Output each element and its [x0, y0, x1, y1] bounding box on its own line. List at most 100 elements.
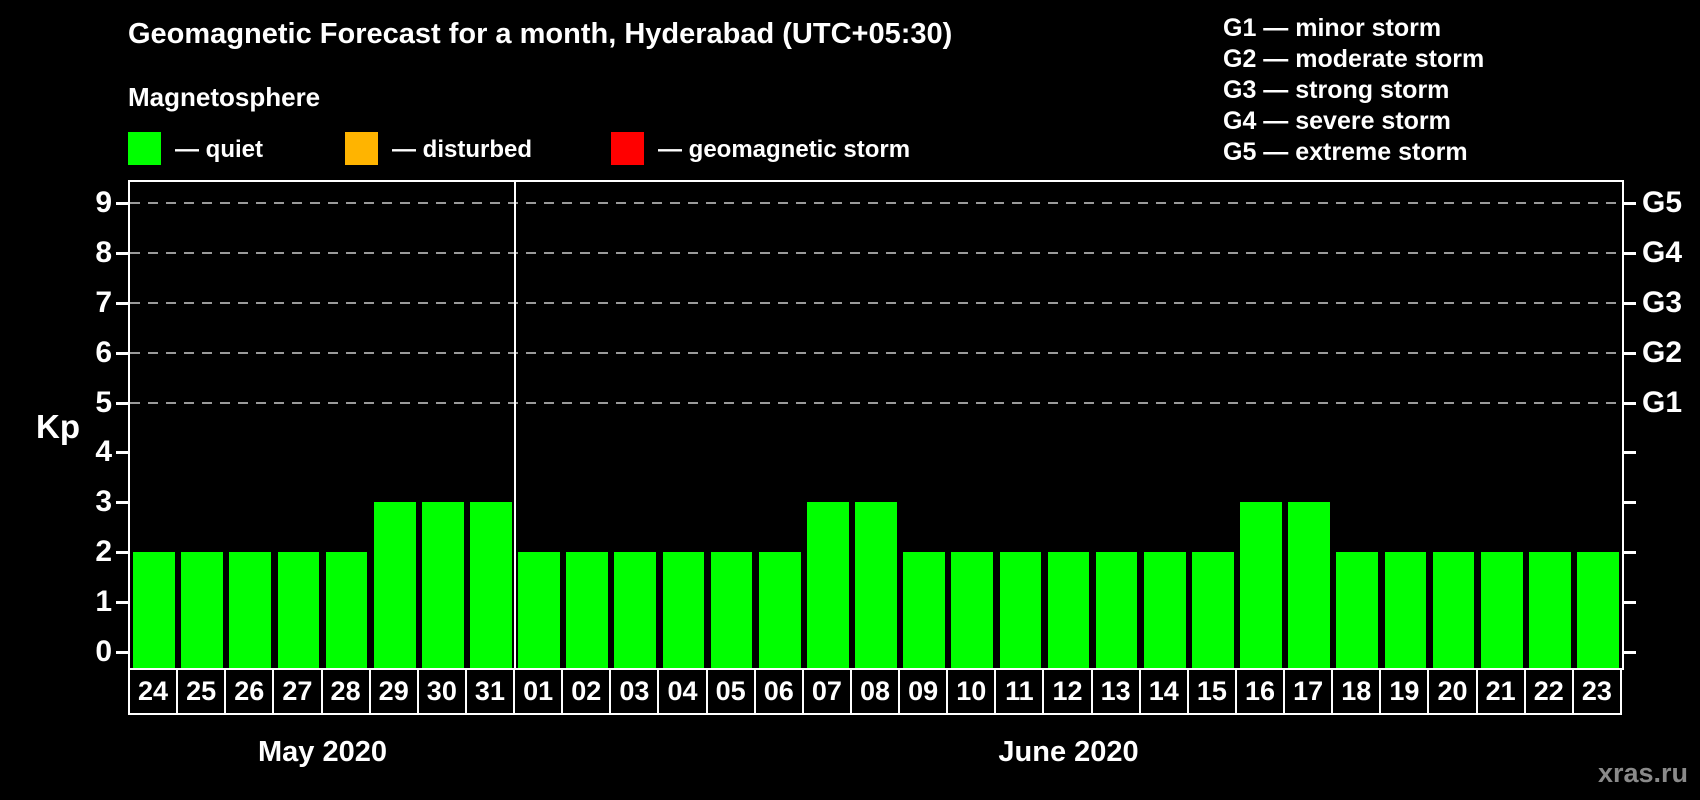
date-label-30: 30	[416, 668, 467, 715]
date-label-11: 11	[994, 668, 1045, 715]
storm-legend-item-g3: G3 — strong storm	[1223, 76, 1450, 104]
gridline-kp5	[130, 401, 1622, 404]
right-axis-label-g5: G5	[1642, 185, 1683, 219]
y-axis-label-8: 8	[95, 235, 112, 269]
right-axis-label-g3: G3	[1642, 285, 1683, 319]
left-tick-kp5	[116, 401, 128, 405]
right-tick-kp9	[1624, 201, 1636, 205]
kp-bar-june-08	[855, 502, 897, 668]
storm-legend-item-g2: G2 — moderate storm	[1223, 45, 1485, 73]
date-label-13: 13	[1090, 668, 1141, 715]
gridline-kp6	[130, 351, 1622, 354]
kp-bar-june-10	[951, 552, 994, 668]
date-label-19: 19	[1379, 668, 1430, 715]
right-axis-label-g1: G1	[1642, 385, 1683, 419]
date-label-06: 06	[753, 668, 804, 715]
kp-bar-june-06	[758, 552, 801, 668]
y-axis-label-1: 1	[95, 585, 112, 619]
date-label-29: 29	[368, 668, 419, 715]
kp-bar-june-18	[1336, 552, 1379, 668]
left-tick-kp8	[116, 251, 128, 255]
kp-bar-june-17	[1288, 502, 1330, 668]
kp-bar-may-26	[229, 552, 272, 668]
kp-bar-june-13	[1095, 552, 1138, 668]
date-label-12: 12	[1042, 668, 1093, 715]
y-axis-label-7: 7	[95, 285, 112, 319]
kp-bar-june-23	[1577, 552, 1619, 668]
storm-legend-item-g1: G1 — minor storm	[1223, 14, 1442, 42]
date-label-23: 23	[1571, 668, 1622, 715]
month-separator	[514, 182, 517, 668]
kp-bar-may-29	[373, 502, 416, 668]
disturbed-swatch	[345, 132, 378, 165]
watermark: xras.ru	[1597, 758, 1688, 788]
y-axis-title-kp: Kp	[36, 408, 80, 445]
right-tick-kp0	[1624, 651, 1636, 654]
kp-bar-june-19	[1384, 552, 1427, 668]
date-label-03: 03	[609, 668, 660, 715]
kp-bar-june-11	[999, 552, 1042, 668]
date-label-05: 05	[705, 668, 756, 715]
date-label-08: 08	[849, 668, 901, 715]
kp-bar-may-24	[133, 552, 175, 668]
y-axis-label-2: 2	[95, 535, 112, 569]
kp-bar-may-31	[470, 502, 512, 668]
geomagnetic-storm-swatch	[611, 132, 644, 165]
magnetosphere-label: Magnetosphere	[128, 82, 321, 112]
kp-bar-june-16	[1240, 502, 1282, 668]
date-label-26: 26	[224, 668, 275, 715]
month-label-may: May 2020	[258, 736, 388, 768]
quiet-swatch	[128, 132, 161, 165]
kp-bar-june-04	[662, 552, 705, 668]
left-tick-kp0	[116, 651, 128, 654]
gridline-kp9	[130, 201, 1622, 204]
storm-legend-item-g5: G5 — extreme storm	[1223, 138, 1468, 166]
kp-bar-may-30	[421, 502, 464, 668]
kp-bar-june-15	[1192, 552, 1234, 668]
date-label-22: 22	[1523, 668, 1574, 715]
right-tick-kp8	[1624, 251, 1636, 255]
storm-scale-legend: G1 — minor storm G2 — moderate storm G3 — …	[1223, 13, 1484, 168]
kp-bar-june-22	[1528, 552, 1571, 668]
kp-bar-june-09	[903, 552, 945, 668]
date-label-25: 25	[176, 668, 227, 715]
right-tick-kp3	[1624, 501, 1636, 505]
right-axis-label-g4: G4	[1642, 235, 1683, 269]
page-title: Geomagnetic Forecast for a month, Hydera…	[128, 18, 953, 50]
date-label-31: 31	[464, 668, 516, 715]
right-tick-kp2	[1624, 551, 1636, 555]
legend-label-quiet: — quiet	[175, 136, 263, 163]
kp-bar-may-25	[181, 552, 224, 668]
left-tick-kp3	[116, 501, 128, 505]
right-tick-kp5	[1624, 401, 1636, 405]
date-label-16: 16	[1234, 668, 1286, 715]
y-axis-label-6: 6	[95, 335, 112, 369]
left-tick-kp4	[116, 451, 128, 455]
kp-bar-may-28	[325, 552, 368, 668]
kp-bar-june-21	[1480, 552, 1523, 668]
kp-bar-june-05	[710, 552, 753, 668]
left-tick-kp1	[116, 601, 128, 605]
right-tick-kp4	[1624, 451, 1636, 455]
date-label-24: 24	[128, 668, 179, 715]
legend-label-disturbed: — disturbed	[392, 136, 533, 163]
date-label-07: 07	[801, 668, 852, 715]
left-tick-kp2	[116, 551, 128, 555]
y-axis-label-9: 9	[95, 185, 112, 219]
legend-label-geomagnetic-storm: — geomagnetic storm	[658, 136, 911, 163]
right-tick-kp6	[1624, 351, 1636, 355]
gridline-kp7	[130, 301, 1622, 304]
left-tick-kp6	[116, 351, 128, 355]
date-label-10: 10	[946, 668, 997, 715]
date-label-02: 02	[561, 668, 612, 715]
y-axis-label-4: 4	[95, 435, 112, 469]
kp-bar-june-01	[518, 552, 560, 668]
date-label-04: 04	[657, 668, 708, 715]
date-label-21: 21	[1475, 668, 1526, 715]
date-label-20: 20	[1427, 668, 1478, 715]
right-tick-kp1	[1624, 601, 1636, 605]
date-label-18: 18	[1331, 668, 1382, 715]
gridline-kp8	[130, 251, 1622, 254]
kp-bar-june-07	[807, 502, 849, 668]
